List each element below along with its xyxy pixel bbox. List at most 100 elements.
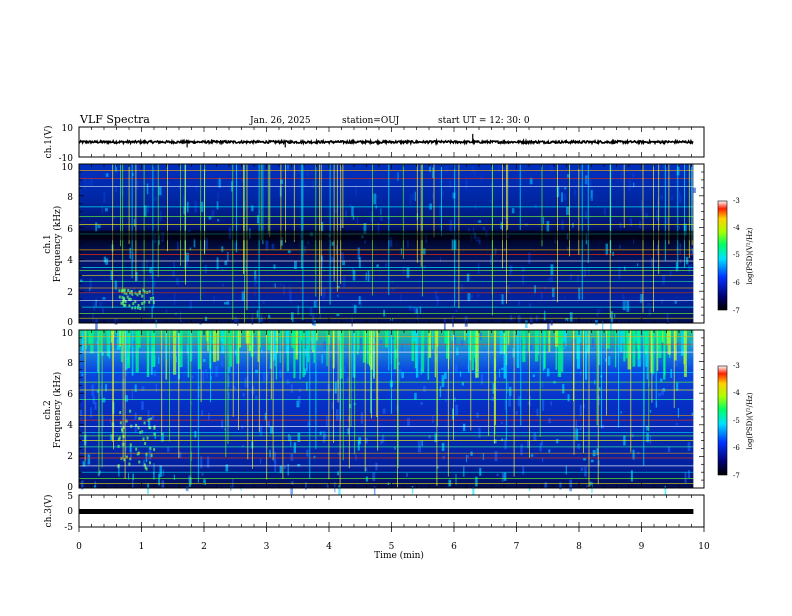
spectrogram-noise	[264, 412, 266, 421]
spectrogram-noise	[151, 306, 153, 318]
spectrogram-noise	[190, 451, 192, 461]
spectrogram-noise	[81, 373, 84, 376]
spectrogram-noise	[90, 407, 92, 418]
spectrogram-noise	[355, 454, 357, 461]
spectrogram-emission	[313, 330, 316, 363]
spectrogram-emission	[667, 330, 671, 355]
burst-cell	[117, 437, 120, 441]
spectrogram-noise	[369, 178, 371, 188]
spectrogram-noise	[211, 339, 214, 344]
spectrogram-noise	[563, 193, 567, 201]
spectrogram-noise	[569, 479, 573, 492]
spectrogram-noise	[287, 463, 289, 476]
spectrogram-noise	[313, 455, 316, 459]
spectrogram-noise	[639, 221, 642, 229]
spectrogram-noise	[267, 421, 270, 428]
spectrogram-emission	[238, 330, 241, 348]
spectrogram-emission	[362, 330, 367, 363]
spectrogram-noise	[679, 191, 681, 198]
burst-cell	[129, 457, 132, 461]
ch2-spec-ytick-0: 0	[67, 483, 73, 493]
spectrogram-noise	[442, 455, 445, 460]
spectrogram-noise	[225, 464, 229, 472]
spectrogram-noise	[387, 482, 390, 485]
spectrogram-emission	[137, 330, 141, 348]
spectrogram-noise	[114, 280, 117, 290]
start-time-label: start UT = 12: 30: 0	[438, 116, 530, 126]
spectrogram-noise	[320, 255, 323, 261]
spectrogram-noise	[432, 192, 434, 199]
spectrogram-noise	[224, 428, 227, 431]
spectrogram-noise	[563, 347, 565, 350]
burst-cell	[143, 421, 146, 425]
spectrogram-noise	[153, 370, 157, 377]
spectrogram-noise	[133, 219, 136, 227]
spectrogram-noise	[460, 340, 464, 346]
spectrogram-noise	[509, 265, 513, 272]
spectrogram-noise	[336, 313, 340, 316]
spectrogram-noise	[632, 173, 634, 180]
spectrogram-noise	[349, 404, 352, 408]
spectrogram-emission	[632, 330, 636, 367]
ch1-spec-channel-label: ch.1	[43, 234, 53, 253]
spectrogram-emission	[434, 330, 437, 378]
spectrogram-noise	[619, 245, 621, 249]
spectrogram-noise	[342, 260, 345, 266]
spectrogram-noise	[193, 238, 196, 248]
spectrogram-noise	[482, 227, 486, 231]
spectrogram-noise	[656, 209, 660, 221]
burst-cell	[120, 456, 123, 460]
spectrogram-noise	[257, 215, 260, 224]
spectrogram-noise	[309, 306, 313, 316]
spectrogram-noise	[218, 177, 221, 188]
spectrogram-noise	[240, 487, 242, 492]
spectrogram-noise	[253, 335, 256, 346]
spectrogram-noise	[648, 308, 651, 316]
spectrogram-noise	[675, 262, 679, 272]
spectrogram-noise	[330, 255, 332, 264]
spectrogram-noise	[461, 284, 463, 291]
spectrogram-noise	[331, 256, 335, 262]
spectrogram-noise	[547, 322, 550, 332]
spectrogram-emission	[585, 330, 588, 380]
spectrogram-noise	[576, 275, 579, 282]
spectrogram-noise	[82, 461, 86, 467]
burst-cell	[152, 300, 155, 304]
ch3-ytick-top: 5	[67, 492, 73, 502]
spectrogram-noise	[158, 356, 160, 364]
spectrogram-emission	[306, 330, 308, 372]
spectrogram-emission	[358, 330, 360, 350]
spectrogram-noise	[174, 312, 177, 316]
spectrogram-noise	[466, 364, 469, 369]
ch1-ytick-bottom: -10	[59, 154, 74, 164]
spectrogram-noise	[358, 296, 361, 305]
spectrogram-emission	[475, 330, 479, 378]
spectrogram-noise	[541, 399, 545, 411]
spectrogram-noise	[440, 257, 441, 263]
spectrogram-noise	[476, 294, 480, 298]
spectrogram-noise	[194, 431, 197, 438]
burst-cell	[123, 297, 126, 301]
spectrogram-noise	[251, 205, 254, 212]
spectrogram-noise	[550, 166, 553, 173]
ch1-waveform-line	[78, 137, 694, 147]
spectrogram-noise	[81, 483, 84, 490]
spectrogram-noise	[590, 459, 594, 463]
spectrogram-noise	[506, 382, 509, 393]
spectrogram-noise	[660, 378, 663, 383]
burst-cell	[143, 290, 146, 294]
burst-cell	[138, 460, 141, 464]
burst-cell	[134, 300, 137, 304]
spectrogram-noise	[357, 247, 360, 258]
spectrogram-noise	[357, 440, 360, 451]
spectrogram-noise	[208, 216, 212, 220]
spectrogram-noise	[132, 173, 134, 177]
burst-cell	[136, 452, 139, 456]
ch2-spec-ylabel: Frequency (kHz)	[52, 372, 63, 449]
spectrogram-noise	[567, 394, 570, 402]
spectrogram-noise	[489, 199, 492, 203]
ch2-colorbar-bar	[717, 365, 728, 476]
spectrogram-noise	[687, 470, 691, 479]
burst-cell	[126, 295, 129, 299]
spectrogram-noise	[340, 219, 343, 229]
